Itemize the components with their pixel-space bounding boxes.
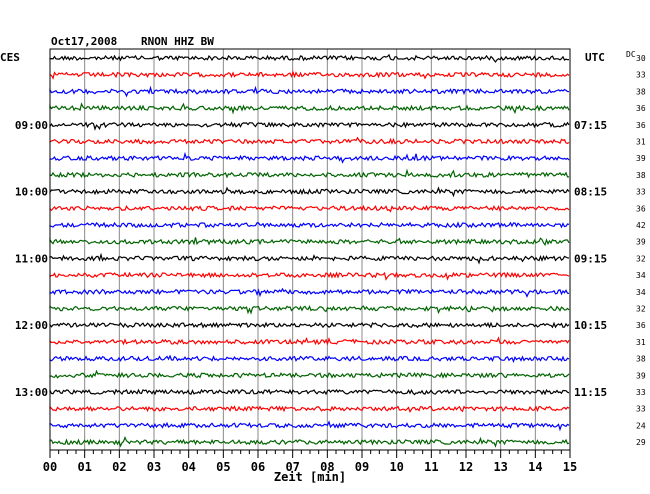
seismic-trace — [49, 436, 570, 448]
x-axis: 00 01 02 03 04 05 06 07 08 09 10 11 12 13 14 15 — [43, 450, 577, 474]
dc-offset-value: 38 — [636, 355, 646, 364]
seismic-traces — [49, 53, 570, 448]
dc-offset-value: 33 — [636, 405, 646, 414]
dc-offset-value: 36 — [636, 321, 646, 330]
dc-offset-value: 36 — [636, 121, 646, 130]
seismic-trace — [49, 136, 570, 145]
x-tick-label: 05 — [216, 460, 230, 474]
x-tick-label: 00 — [43, 460, 57, 474]
x-tick-label: 06 — [251, 460, 265, 474]
seismic-trace — [49, 369, 570, 380]
left-time-label: 11:00 — [15, 252, 48, 265]
right-time-label: 11:15 — [574, 386, 607, 399]
right-time-label: 09:15 — [574, 252, 607, 265]
dc-offset-value: 33 — [636, 188, 646, 197]
dc-offset-value: 31 — [636, 338, 646, 347]
x-tick-label: 10 — [389, 460, 403, 474]
seismic-trace — [49, 186, 570, 198]
seismic-trace — [49, 271, 570, 281]
dc-offset-value: 39 — [636, 371, 646, 380]
dc-offset-value: 39 — [636, 154, 646, 163]
seismic-trace — [49, 287, 570, 298]
seismic-trace — [49, 53, 570, 63]
x-tick-label: 15 — [563, 460, 577, 474]
x-axis-title: Zeit [min] — [274, 470, 346, 484]
seismic-trace — [49, 336, 570, 346]
x-tick-label: 11 — [424, 460, 438, 474]
dc-offset-value: 39 — [636, 238, 646, 247]
right-time-label: 07:15 — [574, 119, 607, 132]
dc-offset-value: 36 — [636, 204, 646, 213]
right-time-label: 10:15 — [574, 319, 607, 332]
x-tick-label: 01 — [77, 460, 91, 474]
dc-offset-value: 34 — [636, 288, 646, 297]
seismic-trace — [49, 221, 570, 229]
seismic-trace — [49, 405, 570, 414]
dc-offset-value: 34 — [636, 271, 646, 280]
x-tick-label: 14 — [528, 460, 542, 474]
right-time-label: 08:15 — [574, 186, 607, 199]
seismic-trace — [49, 252, 570, 265]
dc-offset-value: 24 — [636, 421, 646, 430]
left-time-label: 09:00 — [15, 119, 48, 132]
left-time-label: 10:00 — [15, 186, 48, 199]
dc-offset-value: 33 — [636, 71, 646, 80]
station-label: RNON HHZ BW — [141, 35, 214, 48]
seismic-trace — [49, 168, 569, 179]
x-tick-label: 09 — [355, 460, 369, 474]
seismic-trace — [49, 388, 570, 396]
seismic-trace — [49, 204, 570, 213]
dc-offset-value: 33 — [636, 388, 646, 397]
seismic-trace — [49, 354, 570, 364]
dc-offset-value: 32 — [636, 305, 646, 314]
grid-lines — [84, 49, 536, 450]
dc-offset-value: 30 — [636, 54, 646, 63]
dc-offset-header: DC — [626, 50, 636, 59]
x-tick-label: 04 — [181, 460, 195, 474]
x-tick-label: 03 — [147, 460, 161, 474]
dc-offset-value: 29 — [636, 438, 646, 447]
seismic-trace — [49, 85, 570, 98]
x-tick-label: 08 — [320, 460, 334, 474]
seismic-trace — [49, 420, 570, 432]
dc-offset-value: 38 — [636, 171, 646, 180]
x-tick-label: 12 — [459, 460, 473, 474]
seismic-trace — [49, 151, 570, 164]
dc-offset-value: 31 — [636, 138, 646, 147]
seismic-trace — [49, 70, 570, 80]
seismic-trace — [49, 237, 570, 247]
x-tick-label: 13 — [493, 460, 507, 474]
seismic-trace — [49, 305, 570, 315]
seismic-trace — [49, 321, 570, 329]
right-timezone-label: UTC — [585, 51, 605, 64]
dc-offset-value: 38 — [636, 87, 646, 96]
row-labels: 09:00 10:00 11:00 12:00 13:00 07:15 08:15 09:15… — [15, 54, 646, 447]
date-label: Oct17,2008 — [51, 35, 117, 48]
seismic-trace — [49, 102, 570, 115]
dc-offset-value: 42 — [636, 221, 646, 230]
dc-offset-value: 36 — [636, 104, 646, 113]
x-tick-label: 07 — [285, 460, 299, 474]
x-tick-label: 02 — [112, 460, 126, 474]
dc-offset-value: 32 — [636, 254, 646, 263]
left-time-label: 13:00 — [15, 386, 48, 399]
left-timezone-label: CES — [0, 51, 20, 64]
seismic-trace — [49, 121, 570, 131]
left-time-label: 12:00 — [15, 319, 48, 332]
